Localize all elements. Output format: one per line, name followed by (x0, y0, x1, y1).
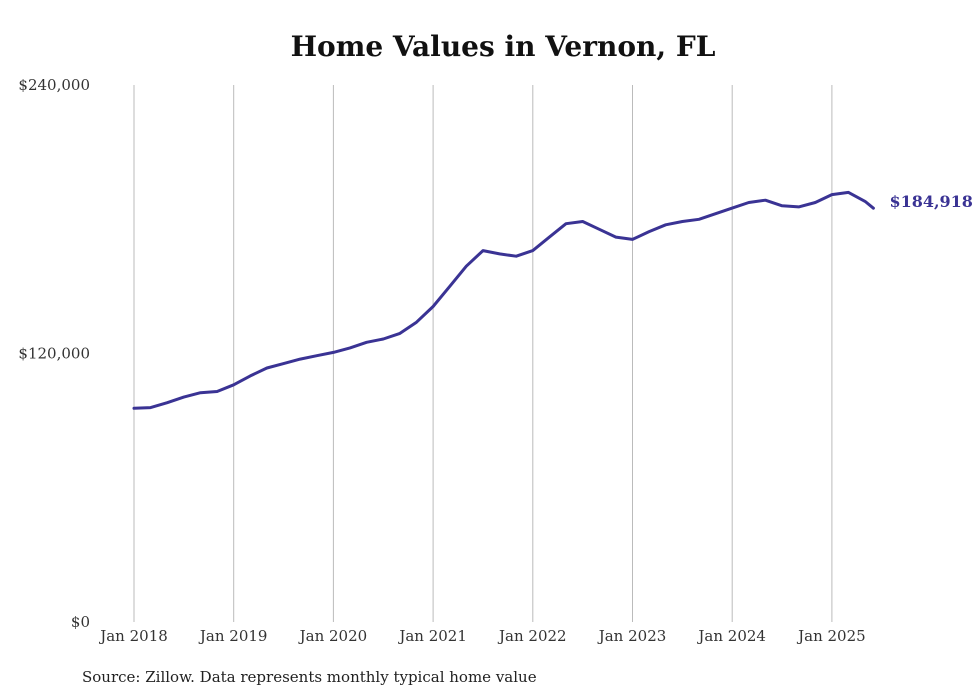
data-point (432, 305, 435, 308)
y-tick-label: $0 (71, 613, 90, 631)
data-point (565, 222, 568, 225)
y-tick-label: $240,000 (18, 76, 90, 94)
series-line (132, 190, 875, 410)
data-point (531, 249, 534, 252)
data-point (166, 401, 169, 404)
data-point (149, 406, 152, 409)
chart-title: Home Values in Vernon, FL (290, 30, 716, 63)
data-point (614, 236, 617, 239)
data-point (515, 255, 518, 258)
data-point (781, 204, 784, 207)
data-point (814, 201, 817, 204)
data-point (182, 396, 185, 399)
data-point (797, 205, 800, 208)
y-axis: $0 $120,000 $240,000 (18, 76, 90, 631)
x-tick-label: Jan 2021 (397, 627, 467, 645)
data-point (282, 362, 285, 365)
data-point (465, 265, 468, 268)
data-point (648, 230, 651, 233)
data-point (498, 252, 501, 255)
x-tick-label: Jan 2025 (796, 627, 866, 645)
data-point (249, 374, 252, 377)
data-point (548, 236, 551, 239)
data-point (482, 249, 485, 252)
x-tick-label: Jan 2024 (696, 627, 766, 645)
data-point (872, 207, 875, 210)
data-point (199, 391, 202, 394)
end-value-label: $184,918 (889, 192, 973, 211)
data-point (731, 207, 734, 210)
data-point (315, 354, 318, 357)
x-tick-label: Jan 2019 (198, 627, 268, 645)
x-tick-label: Jan 2020 (298, 627, 368, 645)
data-point (698, 218, 701, 221)
data-point (265, 367, 268, 370)
source-note: Source: Zillow. Data represents monthly … (82, 668, 537, 686)
data-point (681, 220, 684, 223)
data-point (598, 228, 601, 231)
x-tick-label: Jan 2018 (98, 627, 168, 645)
data-point (299, 358, 302, 361)
data-point (864, 200, 867, 203)
data-point (747, 201, 750, 204)
data-point (232, 383, 235, 386)
data-point (398, 332, 401, 335)
x-tick-label: Jan 2023 (597, 627, 667, 645)
data-point (714, 212, 717, 215)
data-point (847, 191, 850, 194)
y-tick-label: $120,000 (18, 345, 90, 363)
x-tick-label: Jan 2022 (497, 627, 567, 645)
data-point (764, 199, 767, 202)
series-layer (132, 190, 875, 410)
data-point (332, 351, 335, 354)
label-layer: $184,918 (889, 192, 973, 211)
data-point (382, 338, 385, 341)
data-point (581, 220, 584, 223)
data-point (664, 223, 667, 226)
data-point (133, 407, 136, 410)
x-axis: Jan 2018 Jan 2019 Jan 2020 Jan 2021 Jan 2022… (98, 627, 865, 645)
data-point (216, 390, 219, 393)
data-point (631, 238, 634, 241)
data-point (830, 193, 833, 196)
grid-layer (133, 85, 833, 622)
data-point (365, 341, 368, 344)
data-point (448, 285, 451, 288)
data-point (415, 321, 418, 324)
data-point (349, 346, 352, 349)
